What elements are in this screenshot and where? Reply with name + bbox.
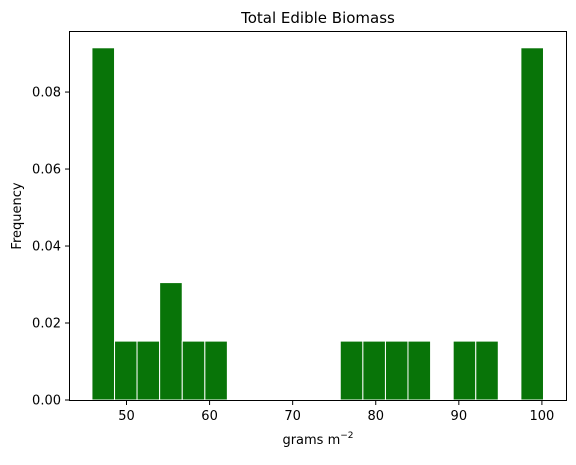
histogram-bar bbox=[159, 282, 183, 401]
y-tick-label: 0.06 bbox=[32, 163, 61, 178]
histogram-bar bbox=[339, 340, 364, 401]
bars-group bbox=[91, 47, 544, 401]
y-axis-label: Frequency bbox=[10, 182, 25, 249]
x-axis-label: grams m−2 bbox=[282, 431, 353, 448]
histogram-bar bbox=[362, 340, 386, 401]
y-tick-label: 0.02 bbox=[32, 317, 61, 332]
x-axis-label-exponent: −2 bbox=[340, 431, 353, 441]
x-tick-label: 50 bbox=[118, 409, 135, 424]
chart-title: Total Edible Biomass bbox=[240, 9, 395, 27]
histogram-bar bbox=[91, 47, 116, 401]
x-axis-label-text: grams m bbox=[282, 433, 340, 448]
histogram-bar bbox=[407, 340, 432, 401]
plot-frame bbox=[69, 31, 567, 401]
y-tick-label: 0.08 bbox=[32, 86, 61, 101]
histogram-bar bbox=[475, 340, 499, 401]
x-tick-label: 80 bbox=[367, 409, 384, 424]
y-axis: 0.00 0.02 0.04 0.06 0.08 bbox=[32, 86, 70, 409]
histogram-bar bbox=[136, 340, 161, 401]
x-axis: 50 60 70 80 90 100 bbox=[118, 400, 554, 424]
y-tick-label: 0.00 bbox=[32, 394, 61, 409]
x-tick-label: 60 bbox=[201, 409, 218, 424]
y-tick-label: 0.04 bbox=[32, 240, 61, 255]
histogram-bar bbox=[204, 340, 228, 401]
x-tick-label: 100 bbox=[529, 409, 554, 424]
histogram-bar bbox=[114, 340, 138, 401]
histogram-bar bbox=[181, 340, 206, 401]
histogram-bar bbox=[384, 340, 409, 401]
x-tick-label: 90 bbox=[451, 409, 468, 424]
histogram-bar bbox=[452, 340, 477, 401]
x-tick-label: 70 bbox=[284, 409, 301, 424]
histogram-bar bbox=[520, 47, 544, 401]
